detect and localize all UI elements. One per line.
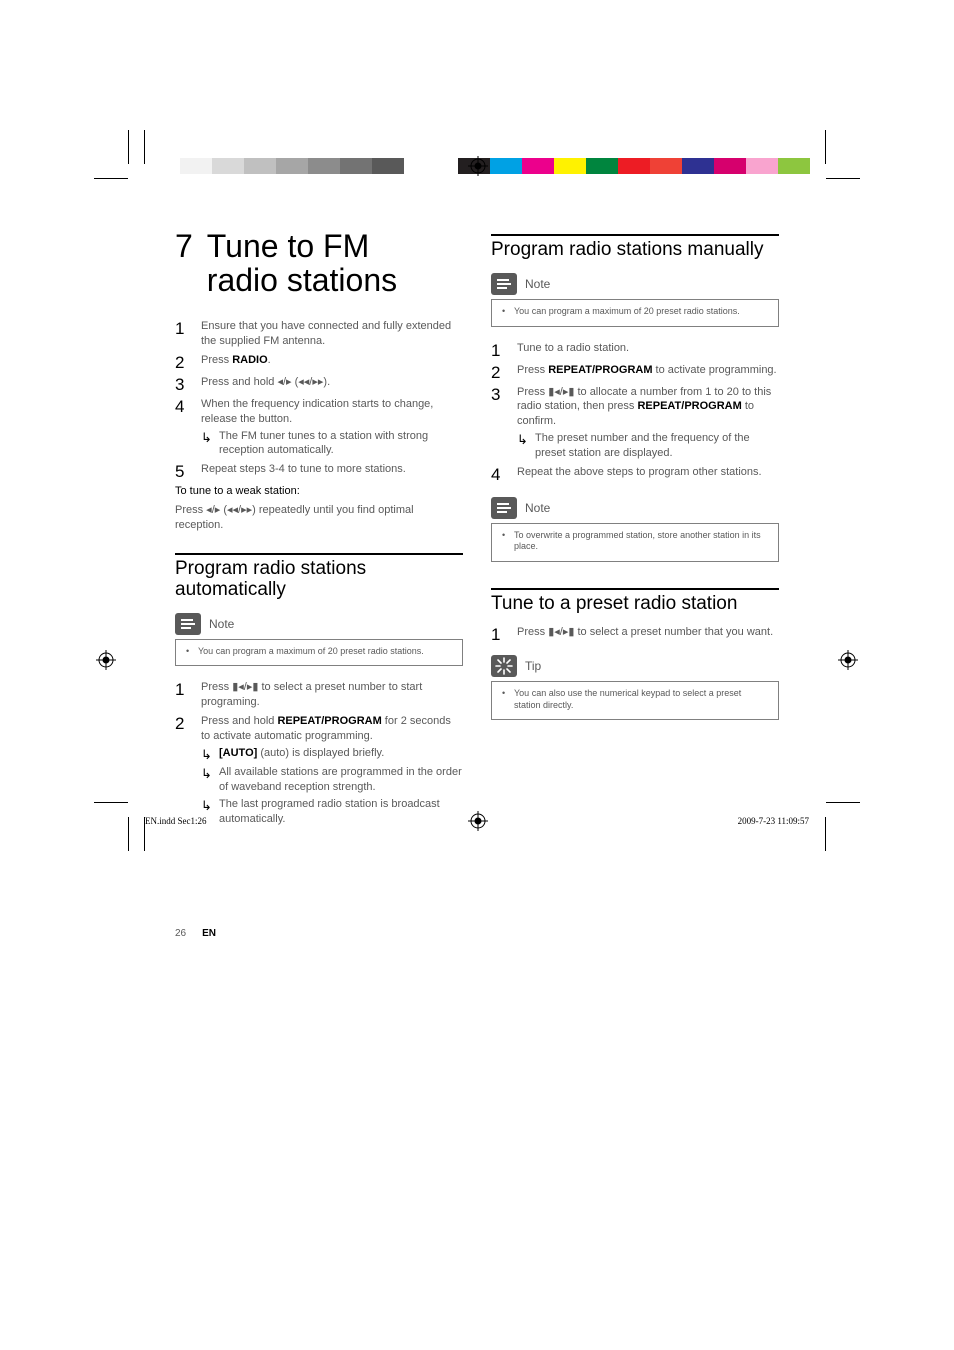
- step: Press and hold REPEAT/PROGRAM for 2 seco…: [175, 714, 463, 827]
- tip-box: Tip You can also use the numerical keypa…: [491, 655, 779, 720]
- auto-heading: Program radio stations automatically: [175, 559, 463, 601]
- step: Repeat steps 3-4 to tune to more station…: [175, 462, 463, 480]
- weak-heading: To tune to a weak station:: [175, 484, 463, 499]
- step: Ensure that you have connected and fully…: [175, 319, 463, 349]
- note-label: Note: [525, 501, 550, 515]
- note-icon: [491, 497, 517, 519]
- note-label: Note: [209, 617, 234, 631]
- result-item: ↳All available stations are programmed i…: [201, 765, 463, 795]
- section-title: 7Tune to FM 7radio stations: [175, 230, 463, 297]
- preset-steps: Press ▮◂/▸▮ to select a preset number th…: [491, 625, 779, 643]
- right-column: Program radio stations manually Note You…: [491, 230, 779, 831]
- result-item: ↳The preset number and the frequency of …: [517, 431, 779, 461]
- page-content: 7Tune to FM 7radio stations Ensure that …: [0, 0, 954, 981]
- step: Press REPEAT/PROGRAM to activate program…: [491, 363, 779, 381]
- note-icon: [175, 613, 201, 635]
- note-box: Note To overwrite a programmed station, …: [491, 497, 779, 562]
- note-label: Note: [525, 277, 550, 291]
- step: Press and hold ◂/▸ (◂◂/▸▸).: [175, 375, 463, 393]
- note-box: Note You can program a maximum of 20 pre…: [491, 273, 779, 327]
- auto-steps: Press ▮◂/▸▮ to select a preset number to…: [175, 680, 463, 826]
- note-box: Note You can program a maximum of 20 pre…: [175, 613, 463, 667]
- main-steps: Ensure that you have connected and fully…: [175, 319, 463, 480]
- meta-file: EN.indd Sec1:26: [145, 816, 207, 826]
- step: Tune to a radio station.: [491, 341, 779, 359]
- step: Press ▮◂/▸▮ to select a preset number to…: [175, 680, 463, 710]
- print-meta: EN.indd Sec1:26 2009-7-23 11:09:57: [145, 816, 809, 826]
- step: Press RADIO.: [175, 353, 463, 371]
- page-footer: 26 EN: [175, 928, 216, 939]
- note-icon: [491, 273, 517, 295]
- page-number: 26: [175, 928, 186, 939]
- step: When the frequency indication starts to …: [175, 397, 463, 458]
- meta-date: 2009-7-23 11:09:57: [738, 816, 809, 826]
- manual-heading: Program radio stations manually: [491, 240, 779, 261]
- weak-text: Press ◂/▸ (◂◂/▸▸) repeatedly until you f…: [175, 503, 463, 533]
- left-column: 7Tune to FM 7radio stations Ensure that …: [175, 230, 463, 831]
- preset-heading: Tune to a preset radio station: [491, 594, 779, 615]
- manual-steps: Tune to a radio station. Press REPEAT/PR…: [491, 341, 779, 483]
- step: Press ▮◂/▸▮ to allocate a number from 1 …: [491, 385, 779, 461]
- result-item: ↳The FM tuner tunes to a station with st…: [201, 429, 463, 459]
- result-item: ↳[AUTO] (auto) is displayed briefly.: [201, 746, 463, 764]
- step: Repeat the above steps to program other …: [491, 465, 779, 483]
- tip-label: Tip: [525, 659, 541, 673]
- section-number: 7: [175, 228, 193, 264]
- lang-code: EN: [202, 928, 216, 939]
- step: Press ▮◂/▸▮ to select a preset number th…: [491, 625, 779, 643]
- tip-icon: [491, 655, 517, 677]
